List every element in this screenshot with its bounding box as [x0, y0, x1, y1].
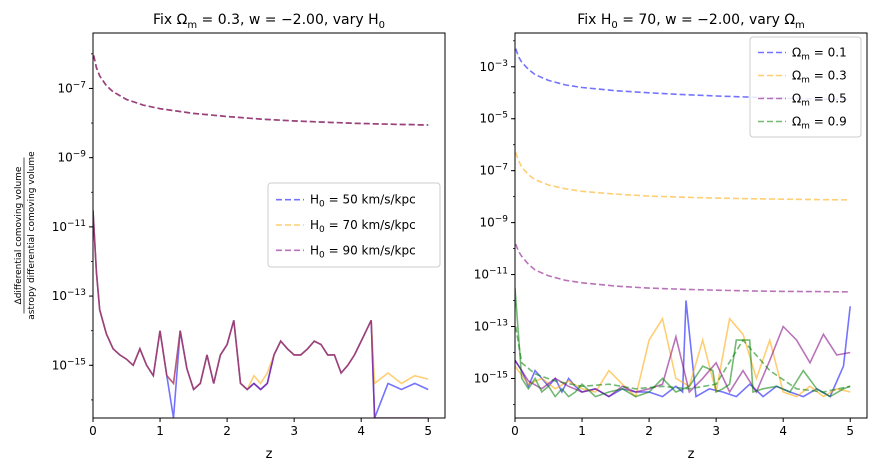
y-tick-label: 10−11​ [474, 267, 508, 282]
legend-entry: H0​ = 90 km/s/kpc [310, 243, 416, 260]
dashed-series-line-3 [515, 326, 851, 393]
y-axis-label: Δdifferential comoving volume astropy dif… [14, 151, 37, 320]
y-tick-label: 10−5​ [479, 111, 508, 126]
legend-entry: Ωm​ = 0.1 [792, 46, 847, 63]
legend-entry: Ωm​ = 0.5 [792, 92, 847, 109]
x-tick-label: 1 [578, 424, 586, 438]
y-label-numerator: Δdifferential comoving volume [14, 166, 24, 304]
legend-box [749, 36, 862, 138]
y-tick-label: 10−15​ [474, 370, 508, 385]
right-panel: 0 1 2 3 4 5 10−3​ 10−5​ 10−7​ 10−9​ 10−11​ 10−13​ 10… [474, 12, 868, 462]
chart-title: Fix Ωm​ = 0.3, w = −2.00, vary H0​ [153, 12, 385, 31]
x-tick-label: 0 [89, 424, 97, 438]
dashed-series-line-0 [93, 55, 429, 126]
x-tick-label: 2 [223, 424, 231, 438]
y-tick-label: 10−11​ [52, 219, 86, 234]
plot-frame [514, 32, 868, 419]
x-axis-label: z [688, 447, 695, 462]
x-tick-label: 4 [357, 424, 365, 438]
y-tick-label: 10−15​ [52, 357, 86, 372]
legend: Ωm​ = 0.1 Ωm​ = 0.3 Ωm​ = 0.5 Ωm​ = 0.9 [749, 36, 862, 138]
legend-entry: H0​ = 70 km/s/kpc [310, 218, 416, 235]
legend-entry: Ωm​ = 0.3 [792, 69, 847, 86]
solid-series-line-5 [93, 210, 429, 418]
x-tick-label: 3 [712, 424, 720, 438]
solid-series-line-6 [515, 325, 851, 398]
dashed-series-line-1 [93, 55, 429, 126]
y-tick-label: 10−9​ [479, 215, 508, 230]
x-tick-label: 2 [645, 424, 653, 438]
y-tick-label: 10−7​ [57, 80, 86, 95]
x-tick-label: 3 [290, 424, 298, 438]
y-tick-label: 10−7​ [479, 163, 508, 178]
legend-entry: H0​ = 50 km/s/kpc [310, 193, 416, 210]
legend: H0​ = 50 km/s/kpc H0​ = 70 km/s/kpc H0​ = … [267, 182, 441, 268]
series-group [93, 55, 429, 418]
dashed-series-line-2 [93, 55, 429, 126]
solid-series-line-5 [515, 316, 851, 399]
series-group [515, 48, 851, 399]
x-tick-label: 1 [156, 424, 164, 438]
solid-series-line-7 [515, 288, 851, 398]
y-tick-label: 10−13​ [52, 288, 86, 303]
legend-box [267, 182, 441, 268]
plot-frame [92, 32, 446, 419]
x-tick-label: 4 [779, 424, 787, 438]
x-tick-label: 5 [424, 424, 432, 438]
y-tick-label: 10−3​ [479, 59, 508, 74]
y-tick-label: 10−13​ [474, 319, 508, 334]
x-axis-label: z [266, 447, 273, 462]
left-panel: 0 1 2 3 4 5 10−7​ 10−9​ 10−11​ 10−13​ 10−15​ Fix Ωm… [14, 12, 446, 462]
x-tick-label: 0 [511, 424, 519, 438]
chart-title: Fix H0​ = 70, w = −2.00, vary Ωm​ [577, 12, 805, 31]
x-tick-label: 5 [846, 424, 854, 438]
dashed-series-line-2 [515, 243, 851, 293]
legend-entry: Ωm​ = 0.9 [792, 115, 847, 132]
y-tick-label: 10−9​ [57, 150, 86, 165]
dashed-series-line-1 [515, 152, 851, 201]
y-label-denominator: astropy differential comoving volume [27, 151, 37, 320]
